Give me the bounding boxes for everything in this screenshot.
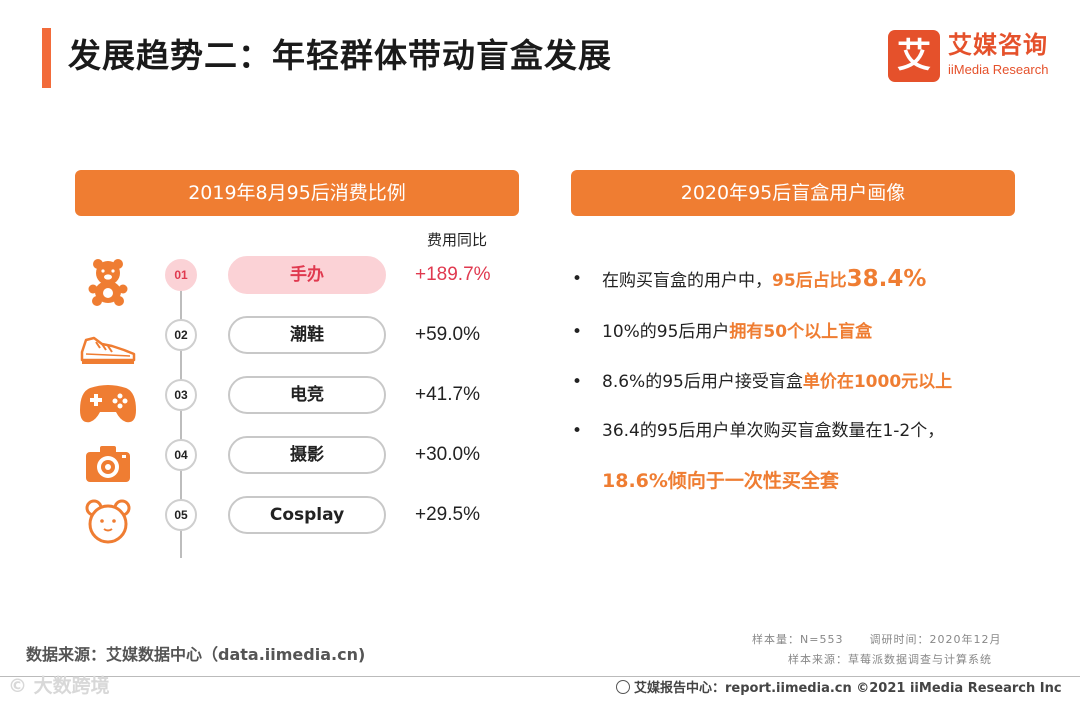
rank-number-2: 02 bbox=[165, 319, 197, 351]
title-accent-bar bbox=[42, 28, 51, 88]
gamepad-icon bbox=[78, 378, 138, 428]
sample-size: 样本量：N=553 bbox=[752, 633, 844, 646]
left-section-header: 2019年8月95后消费比例 bbox=[75, 170, 519, 216]
rank-number-3: 03 bbox=[165, 379, 197, 411]
rank-pill-sneakers: 潮鞋 bbox=[228, 316, 386, 354]
logo-en-text: iiMedia Research bbox=[948, 62, 1049, 77]
survey-time: 调研时间：2020年12月 bbox=[869, 633, 1002, 646]
rank-pill-esports: 电竞 bbox=[228, 376, 386, 414]
bullet-dot: • bbox=[572, 322, 583, 342]
bullet-dot: • bbox=[572, 372, 583, 392]
watermark: © 大数跨境 bbox=[8, 675, 110, 697]
rank-pill-figures: 手办 bbox=[228, 256, 386, 294]
right-section-header: 2020年95后盲盒用户画像 bbox=[571, 170, 1015, 216]
bullet-dot: • bbox=[572, 421, 583, 441]
report-center-line: 艾媒报告中心：report.iimedia.cn ©2021 iiMedia R… bbox=[616, 679, 1062, 699]
page-title: 发展趋势二：年轻群体带动盲盒发展 bbox=[68, 36, 612, 75]
bear-head-icon bbox=[78, 496, 138, 546]
bullet-2-highlight: 拥有50个以上盲盒 bbox=[729, 322, 873, 342]
logo-mark-icon: 艾 bbox=[888, 30, 940, 82]
rank-number-5: 05 bbox=[165, 499, 197, 531]
bullet-dot: • bbox=[572, 269, 583, 289]
growth-column-label: 费用同比 bbox=[427, 231, 488, 249]
growth-value-cosplay: +29.5% bbox=[415, 504, 480, 525]
bullet-3-text: 8.6%的95后用户接受盲盒 bbox=[602, 372, 803, 392]
teddy-bear-icon bbox=[78, 256, 138, 306]
bullet-1-highlight-value: 38.4% bbox=[846, 266, 927, 292]
rank-number-1: 01 bbox=[165, 259, 197, 291]
logo-cn-text: 艾媒咨询 bbox=[948, 31, 1048, 59]
iimedia-logo: 艾 艾媒咨询 iiMedia Research bbox=[888, 30, 1068, 82]
rank-pill-cosplay: Cosplay bbox=[228, 496, 386, 534]
rank-number-4: 04 bbox=[165, 439, 197, 471]
report-center-text: 艾媒报告中心：report.iimedia.cn ©2021 iiMedia R… bbox=[634, 681, 1062, 696]
sneaker-icon bbox=[78, 318, 138, 368]
growth-value-esports: +41.7% bbox=[415, 384, 480, 405]
growth-value-figures: +189.7% bbox=[415, 264, 491, 285]
bullet-4-continuation: 18.6%倾向于一次性买全套 bbox=[602, 470, 839, 492]
bullet-1-highlight: 95后占比 bbox=[772, 271, 847, 291]
bullet-3-highlight: 单价在1000元以上 bbox=[802, 372, 953, 392]
bullet-1-text: 在购买盲盒的用户中， bbox=[602, 271, 772, 291]
data-source: 数据来源：艾媒数据中心（data.iimedia.cn) bbox=[26, 645, 366, 664]
bullet-2-text: 10%的95后用户 bbox=[602, 322, 730, 342]
bullet-4-text: 36.4的95后用户单次购买盲盒数量在1-2个， bbox=[602, 421, 945, 441]
globe-icon bbox=[616, 680, 630, 694]
growth-value-sneakers: +59.0% bbox=[415, 324, 480, 345]
sample-source: 样本来源：草莓派数据调查与计算系统 bbox=[788, 653, 992, 666]
growth-value-photography: +30.0% bbox=[415, 444, 480, 465]
rank-pill-photography: 摄影 bbox=[228, 436, 386, 474]
footer-divider bbox=[0, 676, 1080, 677]
camera-icon bbox=[78, 438, 138, 488]
sample-info-line: 样本量：N=553 调研时间：2020年12月 bbox=[752, 632, 1001, 648]
